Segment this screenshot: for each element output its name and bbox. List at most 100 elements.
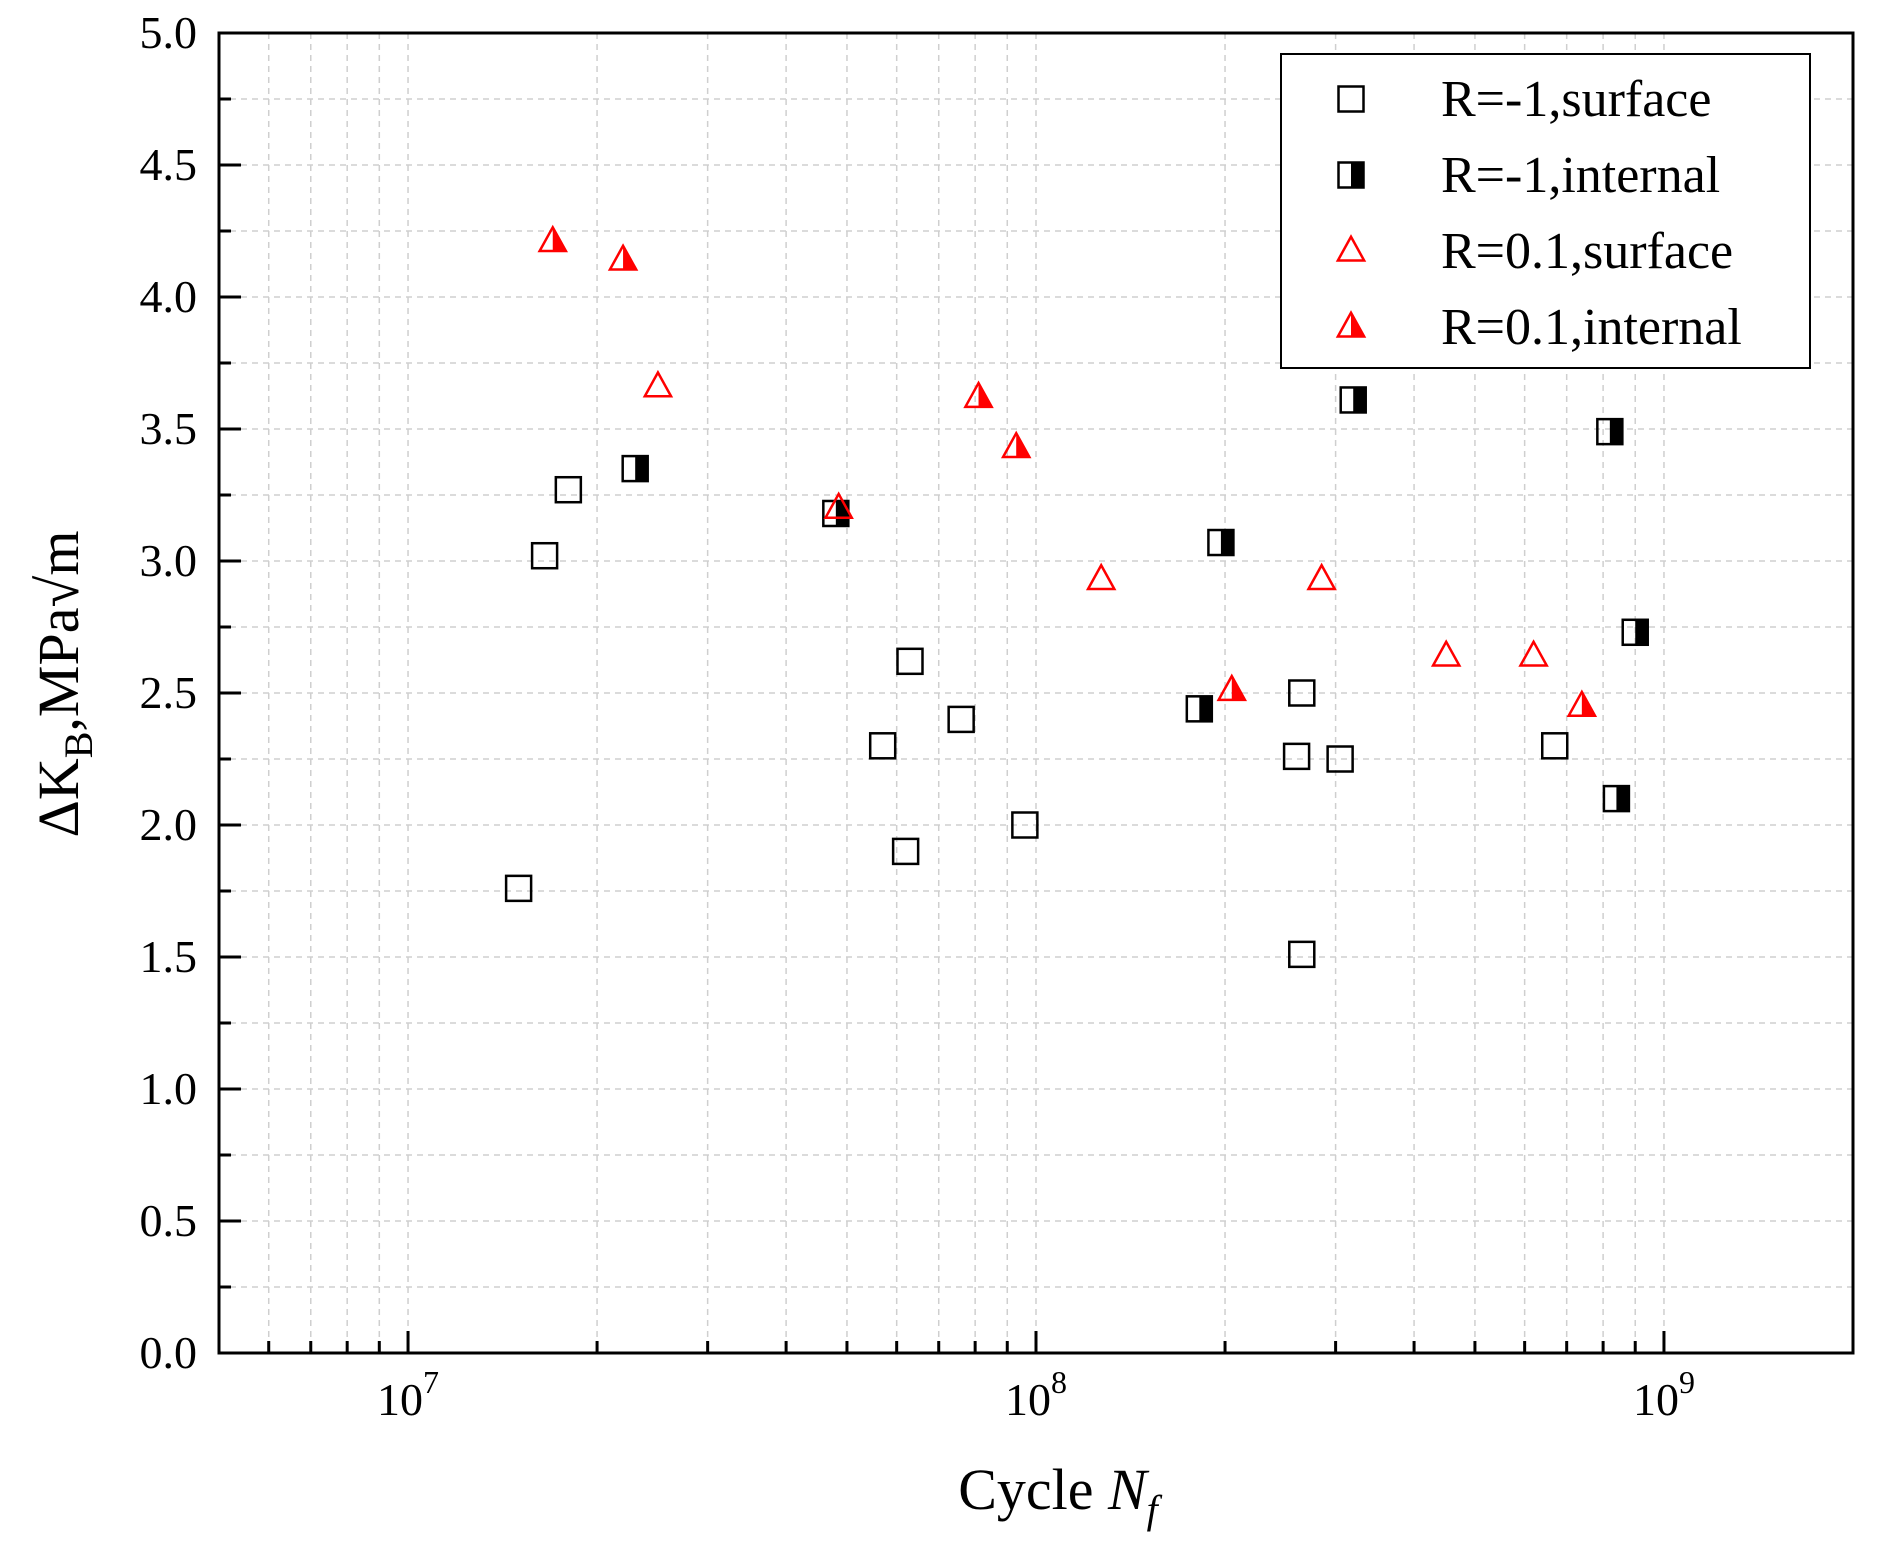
data-point bbox=[1216, 673, 1248, 702]
marker-outline bbox=[1011, 811, 1039, 839]
data-point bbox=[1339, 386, 1367, 414]
marker-outline bbox=[1306, 562, 1337, 591]
y-tick-label: 1.5 bbox=[140, 931, 198, 982]
marker-outline bbox=[537, 224, 568, 253]
marker-fill bbox=[1635, 619, 1648, 645]
plot-frame bbox=[217, 31, 1855, 1355]
marker-outline bbox=[1621, 618, 1649, 647]
legend-label: R=0.1,internal bbox=[1441, 299, 1742, 356]
y-axis-title: ΔKB,MPa√m bbox=[26, 531, 101, 838]
y-axis-title-rest: ,MPa√m bbox=[26, 531, 91, 732]
marker-outline bbox=[891, 837, 920, 866]
marker-outline bbox=[607, 243, 639, 271]
data-point bbox=[1621, 618, 1649, 647]
marker-outline bbox=[1335, 234, 1367, 262]
marker-outline bbox=[1335, 310, 1367, 338]
legend-box bbox=[1280, 53, 1811, 369]
x-axis-title-sub: f bbox=[1147, 1487, 1163, 1532]
marker-fill bbox=[1609, 419, 1623, 445]
marker-fill bbox=[1353, 387, 1366, 413]
marker-outline bbox=[1596, 417, 1624, 446]
y-tick-label: 4.5 bbox=[140, 139, 198, 190]
marker-fill bbox=[1351, 162, 1364, 188]
y-tick-label: 3.0 bbox=[140, 535, 198, 586]
data-point bbox=[947, 705, 975, 734]
legend-marker bbox=[1335, 310, 1367, 338]
x-axis-title-var: N bbox=[1107, 1457, 1150, 1522]
marker-fill bbox=[1616, 786, 1629, 812]
marker-outline bbox=[530, 541, 559, 570]
y-tick-label: 3.5 bbox=[140, 403, 198, 454]
marker-outline bbox=[1282, 742, 1311, 771]
x-tick-label: 109 bbox=[1633, 1364, 1695, 1425]
data-point bbox=[554, 475, 583, 504]
x-tick-exponent: 7 bbox=[423, 1364, 439, 1400]
data-point bbox=[896, 647, 924, 676]
axis-ticks bbox=[219, 31, 1666, 1355]
x-tick-base: 10 bbox=[1005, 1374, 1051, 1425]
marker-outline bbox=[1207, 528, 1235, 557]
y-tick-label: 2.5 bbox=[140, 667, 198, 718]
marker-outline bbox=[896, 647, 924, 676]
data-point bbox=[1288, 940, 1316, 969]
data-point bbox=[1288, 679, 1316, 707]
marker-outline bbox=[1326, 745, 1354, 773]
legend-label: R=-1,internal bbox=[1441, 147, 1720, 204]
data-point bbox=[530, 541, 559, 570]
legend-marker bbox=[1337, 85, 1365, 113]
data-point bbox=[621, 454, 649, 483]
marker-outline bbox=[963, 380, 994, 409]
legend-label: R=-1,surface bbox=[1441, 71, 1711, 128]
legend-marker bbox=[1337, 161, 1365, 189]
x-axis-title-main: Cycle bbox=[958, 1457, 1108, 1522]
x-tick-base: 10 bbox=[377, 1374, 423, 1425]
marker-outline bbox=[1339, 386, 1367, 414]
x-tick-label: 107 bbox=[377, 1364, 439, 1425]
y-axis-title-sub: B bbox=[56, 732, 101, 759]
marker-fill bbox=[1220, 530, 1234, 556]
data-point bbox=[642, 369, 674, 398]
marker-outline bbox=[1216, 673, 1248, 702]
data-point bbox=[1085, 562, 1117, 591]
marker-outline bbox=[1185, 695, 1214, 723]
marker-outline bbox=[1288, 679, 1316, 707]
data-points bbox=[504, 224, 1649, 969]
data-point bbox=[1282, 742, 1311, 771]
data-point bbox=[1566, 689, 1598, 717]
y-axis-title-main: ΔK bbox=[26, 758, 91, 837]
y-tick-label: 1.0 bbox=[140, 1063, 198, 1114]
marker-outline bbox=[1602, 784, 1631, 813]
marker-outline bbox=[1288, 940, 1316, 969]
marker-outline bbox=[504, 874, 533, 903]
x-tick-label: 108 bbox=[1005, 1364, 1067, 1425]
y-tick-label: 5.0 bbox=[140, 7, 198, 58]
marker-outline bbox=[1430, 639, 1462, 667]
y-tick-label: 0.5 bbox=[140, 1195, 198, 1246]
x-tick-exponent: 8 bbox=[1051, 1364, 1067, 1400]
data-point bbox=[1306, 562, 1337, 591]
marker-fill bbox=[1199, 696, 1212, 722]
data-point bbox=[1596, 417, 1624, 446]
marker-outline bbox=[1566, 689, 1598, 717]
marker-outline bbox=[823, 491, 854, 519]
x-tick-exponent: 9 bbox=[1679, 1364, 1695, 1400]
data-point bbox=[504, 874, 533, 903]
y-tick-label: 2.0 bbox=[140, 799, 198, 850]
marker-outline bbox=[1337, 161, 1365, 189]
data-point bbox=[868, 732, 897, 760]
y-tick-label: 0.0 bbox=[140, 1327, 198, 1378]
marker-outline bbox=[1337, 85, 1365, 113]
legend: R=-1,surface R=-1,internal R=0.1,surface R=… bbox=[1280, 53, 1811, 369]
legend-label: R=0.1,surface bbox=[1441, 223, 1733, 280]
data-point bbox=[607, 243, 639, 271]
x-axis-title: Cycle Nf bbox=[958, 1457, 1162, 1532]
marker-outline bbox=[1085, 562, 1117, 591]
marker-outline bbox=[621, 454, 649, 483]
marker-outline bbox=[642, 369, 674, 398]
marker-fill bbox=[835, 500, 849, 526]
x-tick-base: 10 bbox=[1633, 1374, 1679, 1425]
data-point bbox=[1540, 732, 1569, 760]
marker-outline bbox=[1540, 732, 1569, 760]
